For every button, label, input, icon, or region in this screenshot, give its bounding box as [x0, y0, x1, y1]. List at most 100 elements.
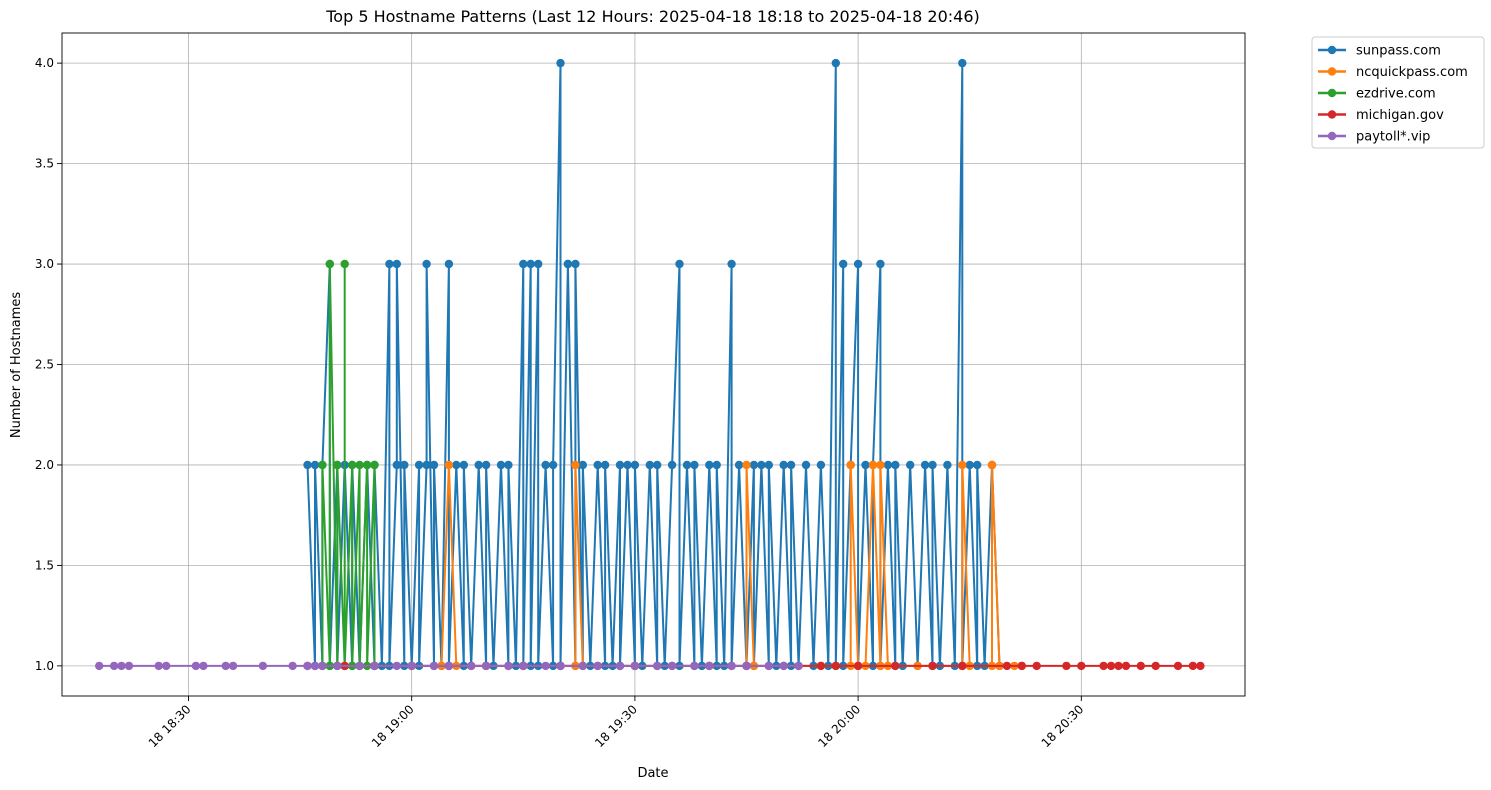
series-3-point-23: [1077, 661, 1086, 671]
legend-label-1: ncquickpass.com: [1356, 65, 1468, 80]
series-0-point-37: [474, 460, 483, 470]
series-4-point-4: [154, 661, 163, 671]
series-4-point-35: [705, 661, 714, 671]
series-3-point-31: [1188, 661, 1198, 671]
series-0-point-100: [786, 460, 796, 470]
series-0-point-102: [801, 460, 811, 470]
series-3-point-30: [1173, 661, 1183, 671]
series-0-point-132: [965, 460, 974, 470]
series-0-point-92: [749, 460, 759, 470]
series-0-point-130: [958, 58, 967, 68]
legend-frame: [1311, 36, 1485, 149]
series-3-point-20: [1017, 661, 1026, 671]
series-4-point-31: [630, 661, 640, 671]
series-2-point-3: [325, 259, 334, 269]
series-2-point-13: [362, 460, 372, 470]
series-3-point-27: [1121, 661, 1131, 671]
series-2-point-5: [333, 460, 342, 470]
legend-marker-0: [1327, 45, 1337, 55]
series-4-point-24: [504, 661, 513, 671]
series-4-point-18: [392, 661, 401, 671]
series-0-point-59: [571, 259, 580, 269]
series-0-point-98: [779, 460, 788, 470]
chart-title: Top 5 Hostname Patterns (Last 12 Hours: …: [325, 7, 980, 26]
series-0-point-47: [526, 259, 535, 269]
series-3-point-15: [853, 661, 863, 671]
series-4-point-38: [764, 661, 773, 671]
series-0-point-90: [734, 460, 744, 470]
series-0-point-86: [712, 460, 721, 470]
series-4-point-19: [407, 661, 416, 671]
series-0-point-71: [630, 460, 640, 470]
x-axis-label: Date: [637, 766, 668, 781]
series-3-point-24: [1099, 661, 1108, 671]
y-tick-label-5: 3.5: [35, 157, 54, 171]
y-tick-label-4: 3.0: [35, 257, 54, 271]
series-4-point-34: [690, 661, 699, 671]
series-3-point-18: [958, 661, 967, 671]
series-0-point-35: [459, 460, 468, 470]
x-tick-label-4: 18 20:30: [1039, 702, 1087, 750]
legend-label-4: paytoll*.vip: [1356, 130, 1430, 145]
series-4-point-2: [117, 661, 126, 671]
legend-marker-4: [1327, 131, 1337, 141]
series-4-point-10: [258, 661, 268, 671]
series-1-point-13: [742, 460, 751, 470]
legend-label-2: ezdrive.com: [1356, 87, 1436, 102]
series-4-point-37: [742, 661, 751, 671]
y-tick-label-1: 1.5: [35, 558, 54, 572]
series-4-point-30: [615, 661, 625, 671]
series-0-point-134: [973, 460, 982, 470]
series-4-point-40: [794, 661, 803, 671]
series-0-point-88: [727, 259, 736, 269]
series-4-point-28: [578, 661, 587, 671]
series-0-point-33: [452, 460, 461, 470]
series-1-point-26: [958, 460, 967, 470]
series-layer: [95, 58, 1205, 671]
y-tick-label-2: 2.0: [35, 458, 54, 472]
series-3-point-14: [831, 661, 840, 671]
series-0-point-96: [764, 460, 773, 470]
series-0-point-20: [392, 259, 401, 269]
series-0-point-116: [876, 259, 885, 269]
series-2-point-1: [318, 460, 327, 470]
series-2-point-11: [355, 460, 364, 470]
series-0-point-122: [906, 460, 915, 470]
series-1-point-20: [868, 460, 878, 470]
series-1-point-22: [876, 460, 885, 470]
series-3-point-17: [928, 661, 937, 671]
series-0-point-118: [883, 460, 893, 470]
legend-marker-2: [1327, 88, 1337, 98]
series-4-point-32: [653, 661, 662, 671]
series-0-point-45: [519, 259, 528, 269]
series-0-point-82: [690, 460, 699, 470]
y-tick-label-3: 2.5: [35, 358, 54, 372]
series-0-point-54: [556, 58, 565, 68]
legend: sunpass.com ncquickpass.com ezdrive.com mic…: [1311, 36, 1485, 149]
series-0-point-113: [861, 460, 870, 470]
series-0-point-2: [310, 460, 320, 470]
series-4-point-3: [124, 661, 134, 671]
series-4-point-25: [519, 661, 528, 671]
series-0-point-108: [839, 259, 848, 269]
series-4-point-26: [541, 661, 550, 671]
series-0-point-49: [534, 259, 543, 269]
series-0-point-43: [504, 460, 513, 470]
series-4-point-22: [467, 661, 476, 671]
series-0-point-75: [653, 460, 662, 470]
x-tick-label-2: 18 19:30: [592, 702, 640, 750]
series-3-point-13: [816, 661, 826, 671]
series-3-point-25: [1106, 661, 1116, 671]
series-3-point-21: [1032, 661, 1041, 671]
series-0-point-27: [422, 259, 431, 269]
series-3-point-28: [1136, 661, 1146, 671]
series-0-point-69: [623, 460, 632, 470]
legend-label-0: sunpass.com: [1356, 44, 1441, 59]
series-4-point-39: [779, 661, 788, 671]
series-0-point-17: [385, 259, 394, 269]
series-4-point-20: [429, 661, 439, 671]
series-4-point-9: [228, 661, 238, 671]
series-0-point-63: [593, 460, 602, 470]
series-3-point-19: [1002, 661, 1012, 671]
x-tick-label-1: 18 19:00: [369, 702, 417, 750]
